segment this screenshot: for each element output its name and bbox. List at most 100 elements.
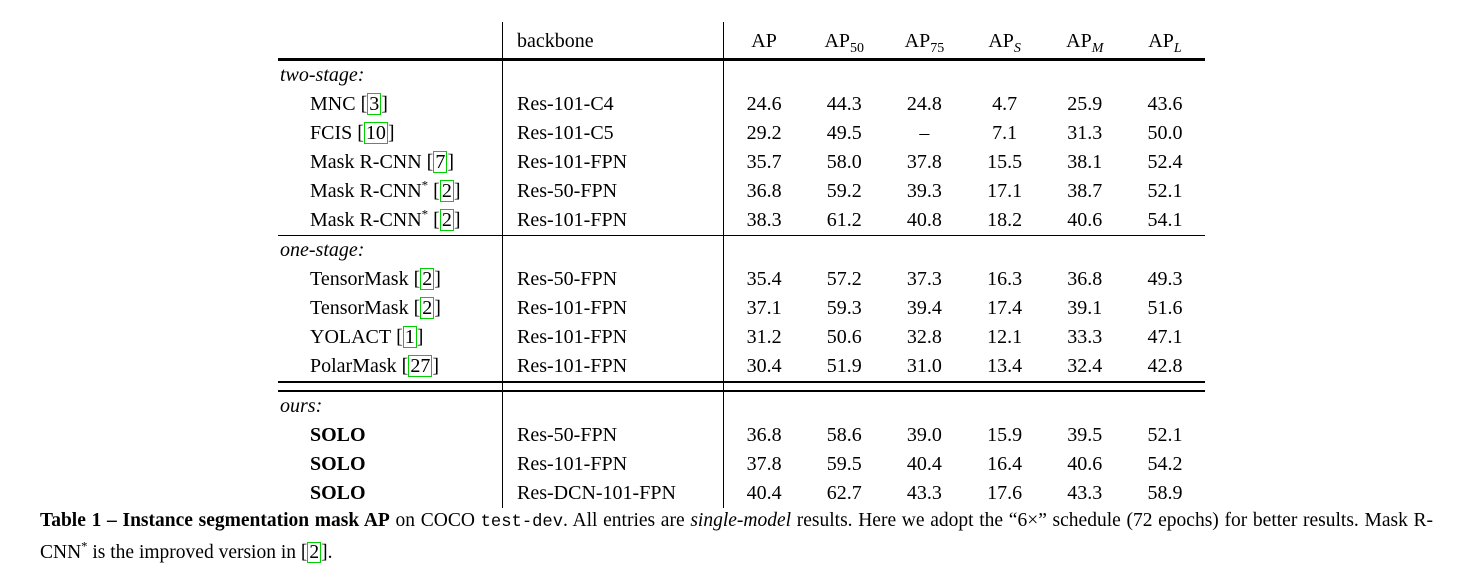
backbone-cell: Res-50-FPN bbox=[502, 177, 723, 206]
citation-link[interactable]: [2] bbox=[433, 209, 461, 231]
metric-value: 15.5 bbox=[987, 151, 1023, 173]
metric-value: 15.9 bbox=[987, 424, 1023, 446]
metrics-cell bbox=[723, 61, 1205, 90]
table-row-tensormask-101: TensorMask[2] Res-101-FPN 37.1 59.3 39.4… bbox=[278, 294, 1205, 323]
metric-value: 24.8 bbox=[906, 93, 942, 115]
citation-link[interactable]: [2] bbox=[414, 297, 441, 319]
backbone-cell bbox=[502, 392, 723, 421]
backbone-cell: Res-101-FPN bbox=[502, 206, 723, 235]
caption-segment: . All entries are bbox=[563, 510, 691, 531]
metric-value: 16.3 bbox=[987, 268, 1023, 290]
header-ap-base: AP bbox=[751, 30, 777, 52]
method-name: SOLO bbox=[310, 424, 366, 446]
citation-number: 2 bbox=[439, 209, 454, 231]
backbone-cell bbox=[502, 61, 723, 90]
header-apm-sub: M bbox=[1091, 41, 1104, 56]
citation-number: 2 bbox=[439, 180, 454, 202]
metric-value: 35.7 bbox=[746, 151, 782, 173]
method-cell: TensorMask[2] bbox=[278, 265, 502, 294]
metrics-cell: 30.4 51.9 31.0 13.4 32.4 42.8 bbox=[723, 352, 1205, 381]
backbone-cell: Res-50-FPN bbox=[502, 421, 723, 450]
header-apl-sub: L bbox=[1173, 41, 1182, 56]
metric-value: 36.8 bbox=[746, 180, 782, 202]
metric-value: 40.6 bbox=[1067, 453, 1103, 475]
metric-value: 59.5 bbox=[826, 453, 862, 475]
section-label: two-stage: bbox=[280, 64, 365, 86]
metric-value: 24.6 bbox=[746, 93, 782, 115]
method-cell: MNC[3] bbox=[278, 90, 502, 119]
metric-value: 43.6 bbox=[1147, 93, 1183, 115]
table-row-mask-rcnn-star-101: Mask R-CNN*[2] Res-101-FPN 38.3 61.2 40.… bbox=[278, 206, 1205, 236]
header-ap50: AP50 bbox=[804, 22, 884, 58]
metric-value: 43.3 bbox=[1067, 482, 1103, 504]
metrics-cell: 35.4 57.2 37.3 16.3 36.8 49.3 bbox=[723, 265, 1205, 294]
metric-value: 38.1 bbox=[1067, 151, 1103, 173]
method-name: TensorMask bbox=[310, 297, 409, 319]
method-cell: SOLO bbox=[278, 421, 502, 450]
method-cell: TensorMask[2] bbox=[278, 294, 502, 323]
metric-value: 58.6 bbox=[826, 424, 862, 446]
citation-link[interactable]: [2] bbox=[433, 180, 461, 202]
header-metrics: AP AP50 AP75 APS APM APL bbox=[723, 22, 1205, 58]
metric-value: 16.4 bbox=[987, 453, 1023, 475]
caption-segment: is the improved version in bbox=[87, 541, 301, 563]
metric-value: 52.1 bbox=[1147, 424, 1183, 446]
citation-link[interactable]: [7] bbox=[427, 151, 454, 173]
header-apl-base: AP bbox=[1148, 30, 1174, 52]
table-row-mask-rcnn: Mask R-CNN[7] Res-101-FPN 35.7 58.0 37.8… bbox=[278, 148, 1205, 177]
table-row-mask-rcnn-star-50: Mask R-CNN*[2] Res-50-FPN 36.8 59.2 39.3… bbox=[278, 177, 1205, 206]
backbone-cell: Res-101-C5 bbox=[502, 119, 723, 148]
metric-value: 38.3 bbox=[746, 209, 782, 231]
method-name: Mask R-CNN bbox=[310, 180, 422, 202]
bracket-open: [ bbox=[413, 297, 421, 319]
metric-value: 58.9 bbox=[1147, 482, 1183, 504]
method-cell: Mask R-CNN[7] bbox=[278, 148, 502, 177]
citation-link[interactable]: [10] bbox=[357, 122, 395, 144]
citation-link[interactable]: 2 bbox=[307, 541, 322, 563]
metric-value: 44.3 bbox=[826, 93, 862, 115]
citation-link[interactable]: [1] bbox=[396, 326, 423, 348]
section-row-ours: ours: bbox=[278, 392, 1205, 421]
header-method-cell bbox=[278, 22, 502, 58]
caption-table-number: Table 1 bbox=[40, 510, 102, 531]
metrics-cell: 38.3 61.2 40.8 18.2 40.6 54.1 bbox=[723, 206, 1205, 235]
method-asterisk: * bbox=[421, 206, 429, 222]
section-row-one-stage: one-stage: bbox=[278, 236, 1205, 265]
header-ap75-base: AP bbox=[904, 30, 931, 52]
backbone-cell: Res-DCN-101-FPN bbox=[502, 479, 723, 508]
metric-value: 25.9 bbox=[1067, 93, 1103, 115]
caption-segment: . bbox=[327, 541, 333, 563]
metric-value: 39.1 bbox=[1067, 297, 1103, 319]
metric-value: 57.2 bbox=[826, 268, 862, 290]
metric-value: 13.4 bbox=[987, 355, 1023, 377]
citation-link[interactable]: [27] bbox=[402, 355, 439, 377]
backbone-cell: Res-101-FPN bbox=[502, 294, 723, 323]
metrics-cell: 31.2 50.6 32.8 12.1 33.3 47.1 bbox=[723, 323, 1205, 352]
bracket-close: ] bbox=[447, 151, 455, 173]
bracket-close: ] bbox=[381, 93, 388, 115]
header-apm-base: AP bbox=[1066, 30, 1092, 52]
metric-value: 18.2 bbox=[987, 209, 1023, 231]
table-row-solo-50: SOLO Res-50-FPN 36.8 58.6 39.0 15.9 39.5… bbox=[278, 421, 1205, 450]
metric-value: 50.6 bbox=[826, 326, 862, 348]
metric-value: 37.3 bbox=[906, 268, 942, 290]
bracket-open: [ bbox=[413, 268, 421, 290]
header-aps-base: AP bbox=[988, 30, 1014, 52]
metric-value: 61.2 bbox=[826, 209, 862, 231]
method-name: MNC bbox=[310, 93, 356, 115]
backbone-cell: Res-101-FPN bbox=[502, 323, 723, 352]
citation-number: 1 bbox=[402, 326, 417, 348]
caption-segment: results. Here we adopt the “6×” schedule… bbox=[40, 510, 1434, 563]
backbone-cell bbox=[502, 236, 723, 265]
citation-link[interactable]: [3] bbox=[361, 93, 388, 115]
metric-value: 37.1 bbox=[746, 297, 782, 319]
citation-link[interactable]: [2] bbox=[414, 268, 441, 290]
backbone-cell: Res-50-FPN bbox=[502, 265, 723, 294]
divider-method-cell bbox=[278, 383, 502, 390]
citation-number: 2 bbox=[420, 268, 435, 290]
section-row-two-stage: two-stage: bbox=[278, 61, 1205, 90]
metrics-cell: 40.4 62.7 43.3 17.6 43.3 58.9 bbox=[723, 479, 1205, 508]
metric-value: 29.2 bbox=[746, 122, 782, 144]
metric-value: 30.4 bbox=[746, 355, 782, 377]
table-header-row: backbone AP AP50 AP75 APS APM APL bbox=[278, 22, 1205, 61]
